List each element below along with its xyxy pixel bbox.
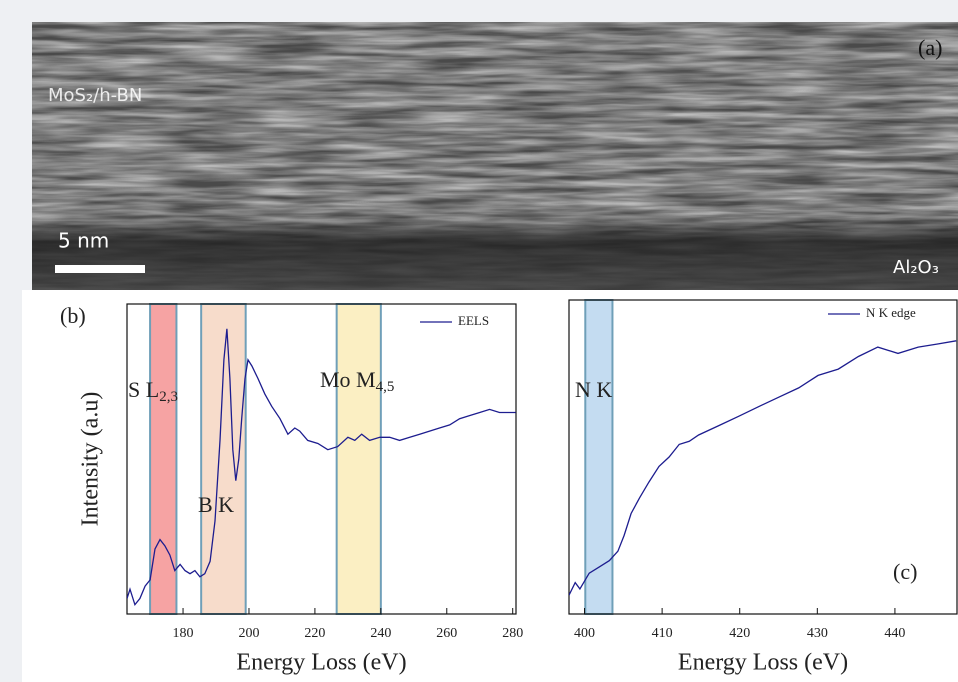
edge-label: S L2,3 <box>128 377 178 405</box>
scale-bar-label: 5 nm <box>58 229 109 253</box>
x-axis-title: Energy Loss (eV) <box>236 650 406 676</box>
plot-frame <box>126 303 517 615</box>
spectrum-line <box>569 340 957 596</box>
edge-label-main: S L <box>128 377 159 402</box>
edge-label-main: N K <box>575 377 612 402</box>
edge-band <box>335 303 382 615</box>
edge-label-sub: 4,5 <box>376 379 395 395</box>
edge-label-main: Mo M <box>320 367 376 392</box>
x-tick-label: 200 <box>238 626 259 641</box>
spectrum-line <box>127 328 516 607</box>
scale-bar <box>55 265 145 273</box>
panel-label: (a) <box>918 35 942 60</box>
x-tick-label: 430 <box>807 626 828 641</box>
plot-frame <box>568 299 958 615</box>
x-tick-label: 400 <box>574 626 595 641</box>
x-tick-label: 220 <box>304 626 325 641</box>
x-tick-label: 420 <box>729 626 750 641</box>
x-tick-label: 260 <box>436 626 457 641</box>
x-tick-label: 440 <box>884 626 905 641</box>
y-axis-title: Intensity (a.u) <box>78 392 104 527</box>
edge-label-sub: 2,3 <box>159 389 178 405</box>
x-tick-label: 280 <box>502 626 523 641</box>
edge-label: N K <box>575 377 612 402</box>
material-label: MoS₂/h-BN <box>48 85 142 106</box>
panel-label: (c) <box>893 559 917 584</box>
legend-label: EELS <box>458 313 489 328</box>
x-tick-label: 180 <box>173 626 194 641</box>
x-tick-label: 410 <box>652 626 673 641</box>
plots-background <box>22 290 958 682</box>
tem-substrate <box>32 215 958 290</box>
x-tick-label: 240 <box>370 626 391 641</box>
x-axis-title: Energy Loss (eV) <box>678 650 848 676</box>
tem-image: 5 nm MoS₂/h-BN Al₂O₃ (a) <box>32 22 958 290</box>
edge-label: Mo M4,5 <box>320 367 394 395</box>
panel-label: (b) <box>60 303 86 328</box>
legend-label: N K edge <box>866 305 916 320</box>
substrate-label: Al₂O₃ <box>893 257 939 278</box>
edge-band <box>149 303 178 615</box>
